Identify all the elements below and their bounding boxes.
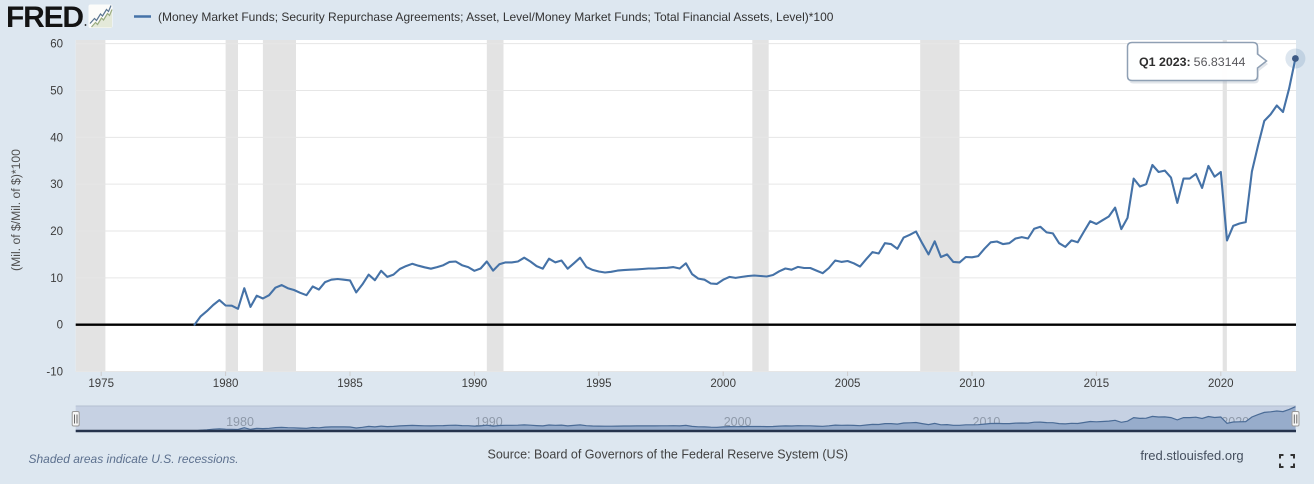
svg-text:40: 40: [50, 132, 63, 144]
svg-text:0: 0: [57, 320, 63, 332]
svg-text:1990: 1990: [462, 378, 488, 390]
svg-text:2010: 2010: [959, 378, 985, 390]
svg-text:fred.stlouisfed.org: fred.stlouisfed.org: [1140, 448, 1243, 463]
svg-text:50: 50: [50, 86, 63, 98]
svg-text:1975: 1975: [88, 378, 114, 390]
svg-text:2000: 2000: [724, 415, 752, 429]
svg-text:(Money Market Funds; Security: (Money Market Funds; Security Repurchase…: [158, 10, 834, 24]
svg-text:1985: 1985: [337, 378, 363, 390]
svg-text:2020: 2020: [1208, 378, 1234, 390]
svg-text:1995: 1995: [586, 378, 612, 390]
svg-text:FRED: FRED: [6, 1, 83, 34]
svg-text:1980: 1980: [213, 378, 239, 390]
svg-text:60: 60: [50, 39, 63, 51]
svg-text:2000: 2000: [710, 378, 736, 390]
svg-text:-10: -10: [46, 367, 63, 379]
svg-text:1980: 1980: [226, 415, 254, 429]
svg-text:10: 10: [50, 273, 63, 285]
svg-text:2015: 2015: [1084, 378, 1110, 390]
svg-text:Shaded areas indicate U.S. rec: Shaded areas indicate U.S. recessions.: [29, 452, 239, 466]
svg-text:(Mil. of $/Mil. of $)*100: (Mil. of $/Mil. of $)*100: [9, 149, 23, 271]
svg-text:Q1 2023:56.83144: Q1 2023: 56.83144: [1139, 55, 1245, 69]
svg-text:2005: 2005: [835, 378, 861, 390]
svg-text:20: 20: [50, 226, 63, 238]
svg-text:Source: Board of Governors of: Source: Board of Governors of the Federa…: [488, 448, 849, 462]
svg-text:30: 30: [50, 179, 63, 191]
